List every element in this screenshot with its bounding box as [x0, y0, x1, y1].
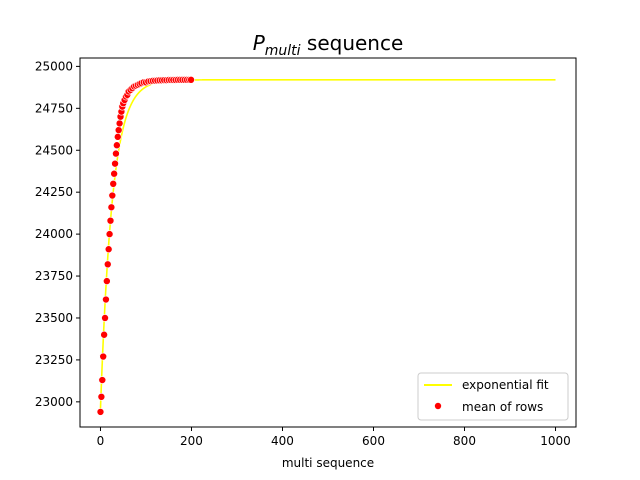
scatter-point: [102, 295, 110, 304]
legend-label-exponential-fit: exponential fit: [462, 378, 549, 392]
scatter-point: [112, 149, 120, 158]
x-tick-label: 400: [271, 434, 294, 448]
legend-marker-swatch: [434, 402, 442, 410]
x-tick-label: 0: [97, 434, 105, 448]
y-tick-label: 23750: [35, 269, 73, 283]
scatter-point: [109, 180, 118, 188]
y-tick-label: 24500: [35, 143, 73, 157]
scatter-point: [113, 133, 122, 141]
scatter-point: [101, 314, 109, 322]
axes-frame: [79, 57, 577, 428]
x-tick-label: 1000: [540, 434, 571, 448]
chart-title-suffix: sequence: [301, 31, 404, 55]
scatter-point: [114, 126, 123, 134]
x-axis-label: multi sequence: [282, 456, 374, 470]
scatter-point: [100, 330, 108, 339]
y-tick-label: 24250: [35, 185, 73, 199]
x-tick-label: 600: [362, 434, 385, 448]
x-tick-label: 200: [180, 434, 203, 448]
scatter-point: [96, 408, 105, 416]
scatter-point: [115, 119, 124, 128]
y-tick-label: 24750: [35, 101, 73, 115]
y-tick-label: 25000: [35, 59, 73, 73]
scatter-point: [107, 203, 116, 212]
legend: exponential fit mean of rows: [417, 372, 569, 421]
scatter-point: [98, 376, 107, 384]
plot-area: [96, 76, 556, 416]
legend-frame: [417, 372, 569, 421]
legend-label-mean-of-rows: mean of rows: [462, 400, 543, 414]
scatter-point: [108, 191, 117, 200]
y-tick-label: 24000: [35, 227, 73, 241]
x-tick-label: 800: [453, 434, 476, 448]
scatter-point: [187, 76, 195, 84]
scatter-point: [104, 245, 113, 254]
y-axis: 23000 23250 23500 23750 24000 24250 24500 24750…: [35, 59, 80, 409]
scatter-point: [113, 141, 121, 150]
chart-title-symbol: P: [253, 31, 266, 55]
x-axis: 0 200 400 600 800 1000: [97, 427, 571, 448]
axes: 0 200 400 600 800 1000 23000 23250 23500 23750 24…: [35, 57, 577, 448]
scatter-point: [106, 216, 115, 225]
scatter-point: [97, 393, 106, 401]
y-tick-label: 23250: [35, 353, 73, 367]
scatter-point: [105, 230, 114, 238]
y-tick-label: 23000: [35, 395, 73, 409]
y-tick-label: 23500: [35, 311, 73, 325]
scatter-point: [103, 260, 112, 269]
scatter-point: [103, 277, 111, 285]
scatter-point: [110, 169, 118, 178]
chart-title: Pmulti sequence: [253, 31, 404, 59]
scatter-point: [99, 352, 108, 361]
chart-title-subscript: multi: [265, 43, 301, 59]
scatter-point: [111, 159, 119, 168]
